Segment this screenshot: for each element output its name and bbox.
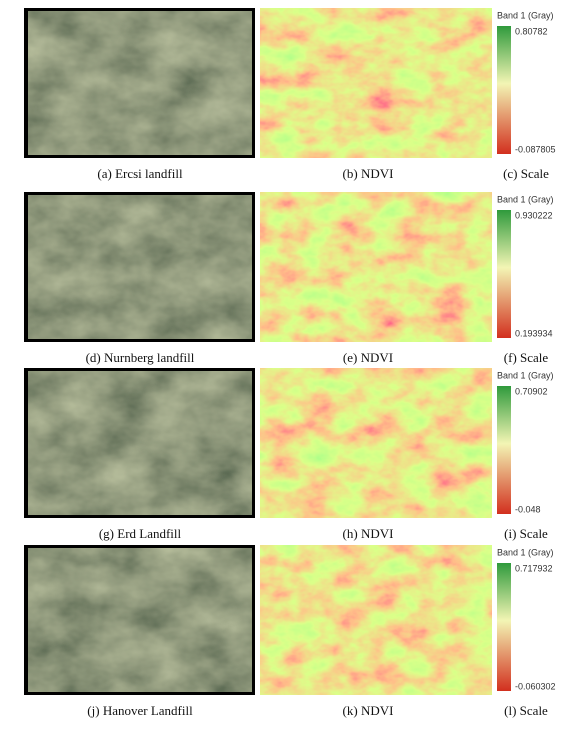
scale-bar [497, 26, 511, 154]
scale-bar [497, 386, 511, 514]
ndvi-image [260, 368, 492, 518]
satellite-image [28, 195, 252, 339]
satellite-image [28, 11, 252, 155]
scale-max: 0.717932 [515, 563, 553, 573]
scale-max: 0.70902 [515, 386, 548, 396]
image-caption: (g) Erd Landfill [99, 526, 182, 541]
ndvi-image [260, 545, 492, 695]
image-caption: (d) Nurnberg landfill [86, 350, 195, 365]
scale-min: -0.060302 [515, 681, 556, 691]
ndvi-caption: (k) NDVI [343, 703, 394, 718]
scale-max: 0.930222 [515, 210, 553, 220]
ndvi-image [260, 192, 492, 342]
scale-max: 0.80782 [515, 26, 548, 36]
scale-bar [497, 563, 511, 691]
ndvi-image [260, 8, 492, 158]
ndvi-caption: (h) NDVI [343, 526, 394, 541]
ndvi-caption: (b) NDVI [343, 166, 394, 181]
scale-bar [497, 210, 511, 338]
satellite-image [28, 371, 252, 515]
image-caption: (a) Ercsi landfill [97, 166, 183, 181]
scale-title: Band 1 (Gray) [497, 370, 554, 380]
scale-caption: (c) Scale [503, 166, 549, 181]
scale-caption: (l) Scale [504, 703, 548, 718]
scale-title: Band 1 (Gray) [497, 547, 554, 557]
ndvi-caption: (e) NDVI [343, 350, 393, 365]
scale-min: 0.193934 [515, 328, 553, 338]
scale-title: Band 1 (Gray) [497, 194, 554, 204]
satellite-image [28, 548, 252, 692]
scale-title: Band 1 (Gray) [497, 10, 554, 20]
image-caption: (j) Hanover Landfill [87, 703, 193, 718]
scale-caption: (i) Scale [504, 526, 548, 541]
scale-caption: (f) Scale [504, 350, 549, 365]
scale-min: -0.087805 [515, 144, 556, 154]
scale-min: -0.048 [515, 504, 541, 514]
